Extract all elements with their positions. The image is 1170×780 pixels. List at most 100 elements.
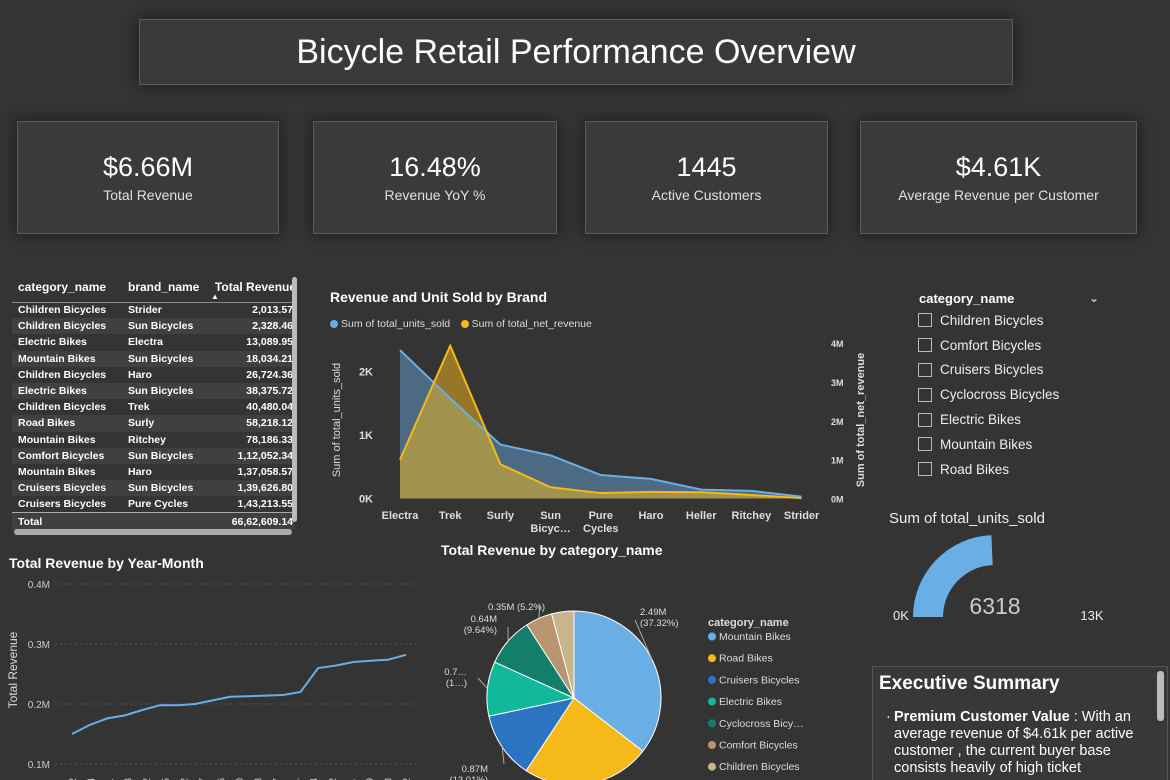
data-label: 0.35M (5.2%) xyxy=(488,602,545,613)
kpi-value: $6.66M xyxy=(102,152,194,182)
legend-dot-icon xyxy=(708,632,716,641)
slicer-option-label: Comfort Bicycles xyxy=(940,337,1042,353)
legend-dot-icon xyxy=(708,762,716,771)
legend-dot-icon xyxy=(708,697,716,706)
brand-chart-title: Revenue and Unit Sold by Brand xyxy=(330,289,548,305)
legend-label: Mountain Bikes xyxy=(719,631,791,643)
kpi-card-total-revenue: $6.66M Total Revenue xyxy=(17,121,279,234)
x-tick-label: Sun xyxy=(540,510,561,522)
gauge-fill xyxy=(913,535,993,617)
checkbox-icon[interactable] xyxy=(918,338,932,353)
x-tick-label: Cycles xyxy=(583,523,618,535)
table-row[interactable]: Comfort Bicycles Sun Bicycles 1,12,052.34 xyxy=(12,447,295,464)
summary-point: · Premium Customer Value : With an averag… xyxy=(873,695,1167,777)
gauge-value: 6318 xyxy=(969,593,1020,619)
table-row[interactable]: Children Bicycles Sun Bicycles 2,328.46 xyxy=(12,318,295,335)
total-label: Total xyxy=(12,511,122,531)
table-row[interactable]: Electric Bikes Sun Bicycles 38,375.72 xyxy=(12,382,295,400)
brand-area-chart: 0K 1K 2K 0M 1M 2M 3M 4M Sum of total_units_sold S… xyxy=(331,339,867,535)
y2-tick-label: 1M xyxy=(831,456,844,466)
slicer-header[interactable]: category_name ⌄ xyxy=(912,288,1107,308)
units-line xyxy=(399,349,802,498)
table-vertical-scrollbar[interactable] xyxy=(292,277,297,522)
table-row[interactable]: Children Bicycles Strider 2,013.57 xyxy=(12,302,295,318)
legend-label: Children Bicycles xyxy=(719,761,800,773)
legend-label: Comfort Bicycles xyxy=(719,740,798,752)
table-row[interactable]: Electric Bikes Electra 13,089.95 xyxy=(12,334,295,350)
revenue-cell: 78,186.33 xyxy=(246,433,293,446)
revenue-area xyxy=(400,345,802,499)
slicer-option[interactable]: Cruisers Bicycles xyxy=(912,358,1107,383)
category-slicer: category_name ⌄ Children Bicycles Comfort… xyxy=(912,288,1107,482)
kpi-value: 16.48% xyxy=(389,152,481,182)
table-row[interactable]: Cruisers Bicycles Pure Cycles 1,43,213.55 xyxy=(12,496,295,512)
checkbox-icon[interactable] xyxy=(918,362,932,377)
category-cell: Children Bicycles xyxy=(18,368,107,381)
table-row[interactable]: Mountain Bikes Haro 1,37,058.57 xyxy=(12,464,295,480)
summary-title: Executive Summary xyxy=(879,673,1060,694)
x-tick-label: 08 xyxy=(383,777,394,780)
column-header-category[interactable]: category_name xyxy=(12,272,122,303)
column-header-total-revenue[interactable]: ▲Total Revenue xyxy=(205,272,295,303)
x-tick-label: Ritchey xyxy=(732,510,773,522)
table-row[interactable]: Children Bicycles Trek 40,480.04 xyxy=(12,399,295,415)
column-header-brand[interactable]: brand_name xyxy=(122,272,205,303)
x-tick-label: Heller xyxy=(686,510,717,522)
table-row[interactable]: Road Bikes Surly 58,218.12 xyxy=(12,415,295,432)
units-area xyxy=(400,350,802,499)
legend-label: Cyclocross Bicy… xyxy=(719,718,804,730)
brand-cell: Sun Bicycles xyxy=(122,480,205,497)
brand-cell: Sun Bicycles xyxy=(122,350,205,367)
brand-cell: Ritchey xyxy=(128,433,166,446)
y2-axis-label: Sum of total_net_revenue xyxy=(855,353,867,487)
checkbox-icon[interactable] xyxy=(918,462,932,477)
x-tick-label: 10 xyxy=(235,777,246,780)
x-tick-label: 02 xyxy=(68,777,79,780)
table-row[interactable]: Children Bicycles Haro 26,724.36 xyxy=(12,367,295,383)
category-cell: Mountain Bikes xyxy=(18,465,96,478)
data-label: 0.87M xyxy=(462,764,488,775)
checkbox-icon[interactable] xyxy=(918,412,932,427)
checkbox-icon[interactable] xyxy=(918,387,932,402)
label-leader-line xyxy=(501,747,505,765)
x-tick-label: 05 xyxy=(161,777,172,780)
x-tick-label: 07 xyxy=(272,777,283,780)
y-tick-label: 0.4M xyxy=(28,580,50,591)
pie-slice xyxy=(488,697,576,772)
pie-slice xyxy=(573,610,662,752)
checkbox-icon[interactable] xyxy=(918,437,932,452)
x-tick-label: 06 xyxy=(216,777,227,780)
legend-dot-icon xyxy=(708,675,716,684)
summary-scrollbar[interactable] xyxy=(1157,671,1164,721)
table-horizontal-scrollbar[interactable] xyxy=(14,529,292,535)
kpi-card-active-customers: 1445 Active Customers xyxy=(585,121,828,234)
x-tick-label: 01 xyxy=(291,777,302,780)
legend-item-revenue[interactable]: Sum of total_net_revenue xyxy=(460,318,592,330)
table-row[interactable]: Cruisers Bicycles Sun Bicycles 1,39,626.80 xyxy=(12,480,295,497)
brand-chart-legend: Sum of total_units_sold Sum of total_net… xyxy=(330,315,598,333)
checkbox-icon[interactable] xyxy=(918,313,932,328)
legend-item-units[interactable]: Sum of total_units_sold xyxy=(330,318,450,330)
kpi-label: Total Revenue xyxy=(103,187,193,203)
legend-label: Sum of total_net_revenue xyxy=(471,318,592,330)
kpi-value: $4.61K xyxy=(955,152,1042,182)
slicer-option[interactable]: Electric Bikes xyxy=(912,407,1107,432)
revenue-cell: 26,724.36 xyxy=(246,368,293,381)
x-tick-label: 02 xyxy=(402,777,413,780)
x-tick-label: Electra xyxy=(382,510,420,522)
chevron-down-icon[interactable]: ⌄ xyxy=(1088,291,1099,305)
table-row[interactable]: Mountain Bikes Sun Bicycles 18,034.21 xyxy=(12,350,295,367)
gauge-max-label: 13K xyxy=(1080,608,1103,623)
x-tick-label: 11 xyxy=(346,778,357,780)
slicer-option[interactable]: Mountain Bikes xyxy=(912,432,1107,457)
x-tick-label: Surly xyxy=(487,510,515,522)
revenue-cell: 2,013.57 xyxy=(252,304,293,317)
slicer-option[interactable]: Road Bikes xyxy=(912,457,1107,482)
slicer-option[interactable]: Cyclocross Bicycles xyxy=(912,382,1107,407)
slicer-option[interactable]: Children Bicycles xyxy=(912,308,1107,333)
table-row[interactable]: Mountain Bikes Ritchey 78,186.33 xyxy=(12,432,295,448)
x-tick-label: 09 xyxy=(365,777,376,780)
slicer-option[interactable]: Comfort Bicycles xyxy=(912,333,1107,358)
data-label-percent: (9.64%) xyxy=(464,625,497,636)
total-empty xyxy=(122,511,205,531)
